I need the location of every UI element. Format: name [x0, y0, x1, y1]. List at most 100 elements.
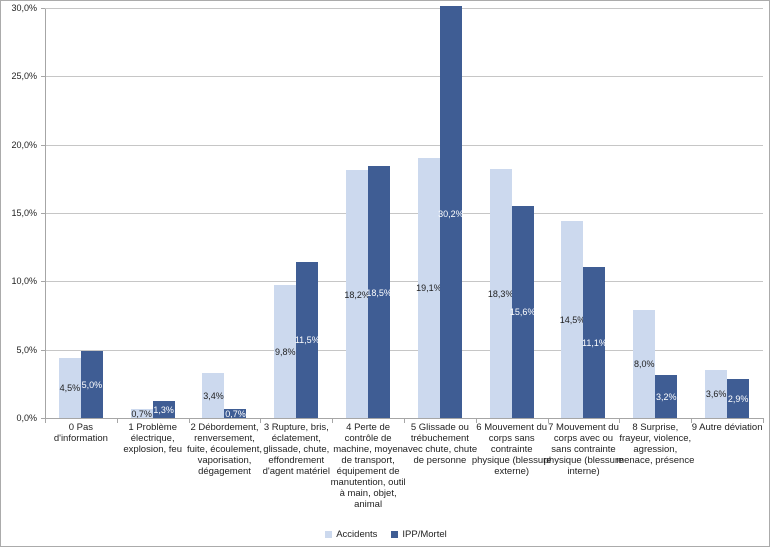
x-category-label: 5 Glissade ou trébuchement avec chute, c…: [402, 422, 478, 466]
bar-value-label: 3,4%: [203, 390, 224, 401]
bar-value-label: 4,5%: [59, 383, 81, 394]
x-category-label: 8 Surprise, frayeur, violence, agression…: [616, 422, 695, 466]
x-axis-tick: [619, 419, 621, 423]
category-group: 19,1% 30,2%: [404, 6, 476, 419]
bar-accidents: [417, 157, 440, 419]
y-tick-label: 10,0%: [11, 276, 37, 287]
bar-ipp-mortel: [368, 166, 391, 419]
bar-value-label: 19,1%: [416, 283, 442, 294]
y-axis-tick: [41, 8, 45, 9]
bar-value-label: 11,1%: [582, 338, 607, 349]
x-category-label: 1 Problème électrique, explosion, feu: [123, 422, 182, 455]
gridline: [45, 349, 763, 351]
y-tick-label: 15,0%: [11, 208, 37, 218]
category-group: 18,2% 18,5%: [332, 9, 404, 419]
bar-value-label: 9,8%: [275, 347, 296, 358]
bar-accidents: [705, 369, 728, 419]
x-axis-tick: [404, 419, 405, 423]
bar-value-label: 0,7%: [225, 409, 246, 420]
y-tick-label: 30,0%: [11, 3, 37, 13]
x-axis-tick: [547, 419, 549, 423]
bar-accidents: [633, 309, 656, 419]
category-group: 0,7% 1,3%: [117, 9, 189, 419]
x-axis-tick: [260, 419, 262, 423]
y-tick-label: 20,0%: [11, 139, 37, 150]
bar-ipp-mortel: [439, 6, 462, 419]
bar-ipp-mortel: [80, 350, 103, 419]
x-axis-tick: [188, 419, 190, 423]
x-category-label: 2 Débordement, renversement, fuite, écou…: [187, 422, 262, 477]
bar-ipp-mortel: [296, 261, 319, 419]
legend-swatch-icon: [325, 531, 333, 538]
legend-item-ipp-mortel: IPP/Mortel: [391, 529, 447, 540]
gridline: [45, 144, 763, 146]
bar-ipp-mortel: [511, 205, 534, 419]
x-axis-line: [45, 418, 764, 419]
bar-ipp-mortel: [655, 375, 678, 419]
bar-value-label: 1,3%: [153, 405, 174, 416]
bar-value-label: 3,2%: [656, 392, 677, 403]
legend-swatch-icon: [391, 531, 399, 538]
x-axis-tick: [332, 419, 334, 423]
category-group: 3,6% 2,9%: [691, 9, 763, 419]
x-category-label: 3 Rupture, bris, éclatement, glissade, c…: [262, 422, 330, 477]
y-axis-tick: [41, 76, 45, 78]
plot-area: 4,5% 5,0% 0,7% 1,3% 3,4% 0,7% 9,8% 11,5% 18,2% 18…: [45, 6, 763, 419]
bar-ipp-mortel: [727, 379, 750, 419]
bar-value-label: 18,5%: [366, 287, 392, 298]
x-category-label: 4 Perte de contrôle de machine, moyen de…: [330, 422, 406, 510]
bar-value-label: 15,6%: [509, 307, 536, 318]
category-group: 4,5% 5,0%: [45, 9, 117, 419]
gridline: [45, 76, 763, 78]
y-axis-tick: [41, 418, 45, 419]
x-category-label: 7 Mouvement du corps avec ou sans contra…: [543, 422, 624, 477]
bar-value-label: 0,7%: [131, 409, 152, 420]
bar-value-label: 18,2%: [344, 289, 370, 300]
x-category-label: 9 Autre déviation: [691, 422, 763, 433]
gridline: [45, 281, 763, 283]
category-group: 18,3% 15,6%: [476, 9, 548, 419]
bar-accidents: [274, 285, 297, 419]
bar-value-label: 2,9%: [727, 394, 749, 405]
bar-value-label: 3,6%: [705, 389, 727, 400]
bar-ipp-mortel: [583, 267, 606, 419]
y-tick-label: 25,0%: [11, 71, 37, 82]
bar-value-label: 18,3%: [487, 288, 514, 299]
legend-item-accidents: Accidents: [325, 529, 377, 540]
y-axis-tick: [41, 349, 45, 351]
y-axis-line: [45, 9, 46, 419]
bar-accidents: [561, 220, 584, 419]
chart-legend: Accidents IPP/Mortel: [1, 529, 769, 540]
x-axis-tick: [116, 419, 118, 423]
bar-ipp-mortel: [224, 409, 247, 419]
y-axis-tick: [41, 281, 45, 283]
y-axis-tick: [41, 144, 45, 146]
x-category-label: 6 Mouvement du corps sans contrainte phy…: [471, 422, 552, 477]
bar-value-label: 5,0%: [81, 379, 103, 390]
x-axis-tick: [45, 419, 46, 423]
y-tick-label: 5,0%: [16, 344, 37, 355]
legend-label: Accidents: [336, 529, 378, 540]
gridline: [45, 8, 763, 9]
x-axis-tick: [691, 419, 693, 423]
bar-value-label: 14,5%: [559, 314, 586, 325]
y-axis-tick: [41, 213, 45, 214]
bar-accidents: [489, 168, 512, 419]
bar-value-label: 8,0%: [634, 359, 655, 370]
bar-value-label: 30,2%: [438, 209, 464, 219]
legend-label: IPP/Mortel: [402, 529, 447, 540]
x-axis-tick: [475, 419, 477, 423]
category-group: 9,8% 11,5%: [260, 9, 332, 419]
x-category-label: 0 Pas d'information: [53, 422, 108, 444]
bar-value-label: 11,5%: [294, 335, 320, 346]
bar-accidents: [346, 170, 369, 419]
bar-ipp-mortel: [152, 401, 175, 419]
bar-accidents: [58, 357, 81, 419]
y-tick-label: 0,0%: [16, 413, 37, 423]
category-group: 14,5% 11,1%: [548, 9, 620, 419]
x-axis-tick: [763, 419, 764, 423]
category-group: 3,4% 0,7%: [189, 9, 261, 419]
bar-accidents: [202, 372, 225, 419]
bar-accidents: [130, 409, 153, 419]
